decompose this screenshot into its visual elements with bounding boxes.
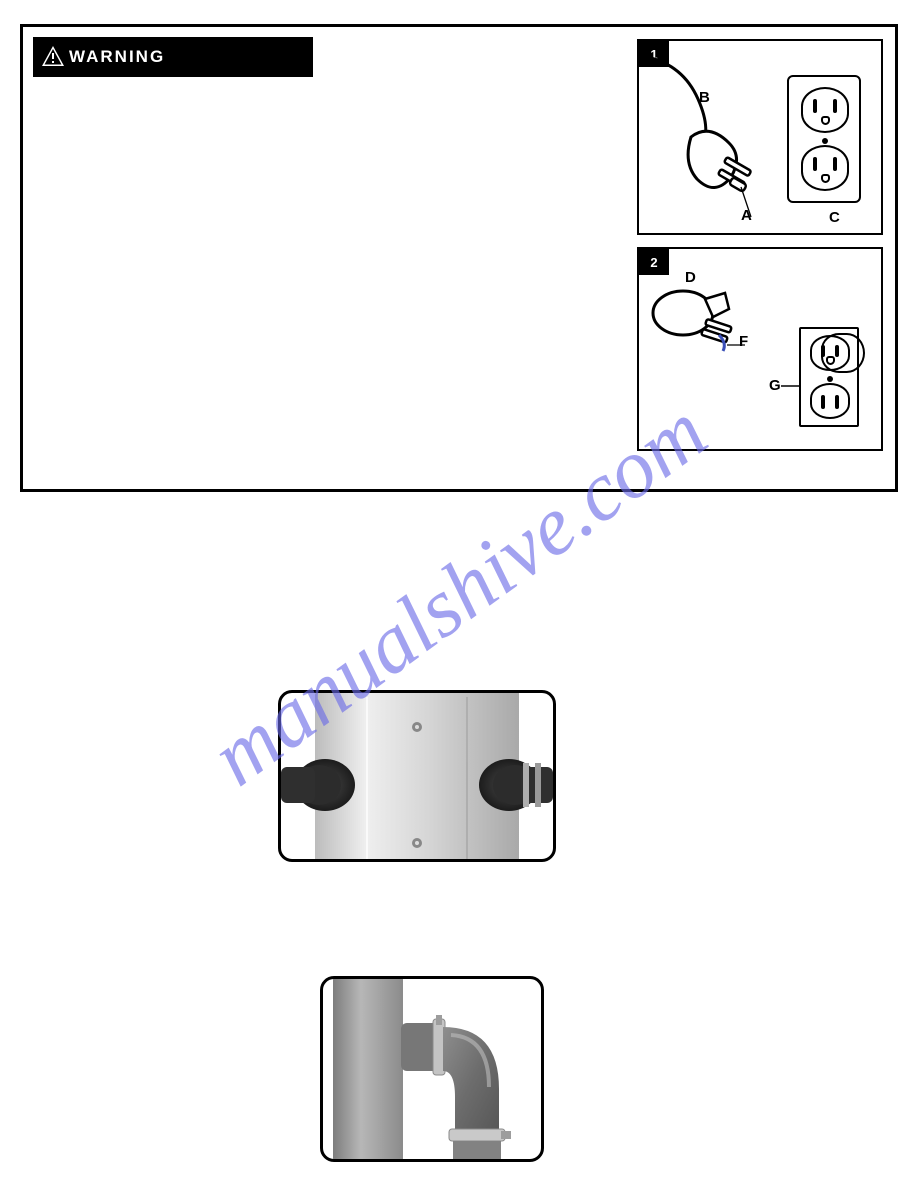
fig2-label-d: D [685,269,696,286]
fig2-outlet-bottom [810,383,850,419]
figure-2: 2 D F G E [637,247,883,451]
figure-4 [320,976,544,1162]
fig1-label-a: A [741,207,752,224]
fig1-outlet-top [801,87,849,133]
page: WARNING GROUNDING INSTRUCTIONS This prod… [0,0,918,1188]
slot-icon [813,157,817,171]
figure-2-number: 2 [639,249,669,275]
screw-icon [827,376,833,382]
warning-p0: GROUNDING INSTRUCTIONS [35,87,635,100]
warning-p2: WARNING - Improper connection of the equ… [35,150,635,188]
fig1-label-b: B [699,89,710,106]
fig2-label-g: G [769,377,781,394]
ground-hole-icon [821,174,830,183]
slot-icon [833,157,837,171]
fig1-outlet-plate [787,75,861,203]
fig2-label-f: F [739,333,748,350]
adapter-overlay-icon [821,333,865,373]
warning-header-text: WARNING [69,47,165,67]
warning-body-text: GROUNDING INSTRUCTIONS This product must… [35,87,635,284]
slot-icon [833,99,837,113]
warning-p4: A temporary adapter, which looks like th… [35,226,635,277]
fig1-label-c: C [829,209,840,226]
adapter-illustration [649,273,769,363]
warning-box: WARNING GROUNDING INSTRUCTIONS This prod… [20,24,898,492]
warning-triangle-icon [41,45,65,67]
figure-1: 1 B A C [637,39,883,235]
figure-3 [278,690,556,862]
slot-icon [821,395,825,409]
fig2-outlet-plate [799,327,859,427]
ground-hole-icon [821,116,830,125]
warning-header: WARNING [33,37,313,77]
plug-cord-illustration [643,47,783,227]
screw-icon [822,138,828,144]
fig1-outlet-bottom [801,145,849,191]
slot-icon [813,99,817,113]
slot-icon [835,395,839,409]
elbow-connection-illustration [323,979,541,1159]
warning-p1: This product must be grounded. If it sho… [35,106,635,144]
warning-p3: This product is for use on a nominal 120… [35,195,635,221]
dust-collector-illustration [281,693,553,859]
